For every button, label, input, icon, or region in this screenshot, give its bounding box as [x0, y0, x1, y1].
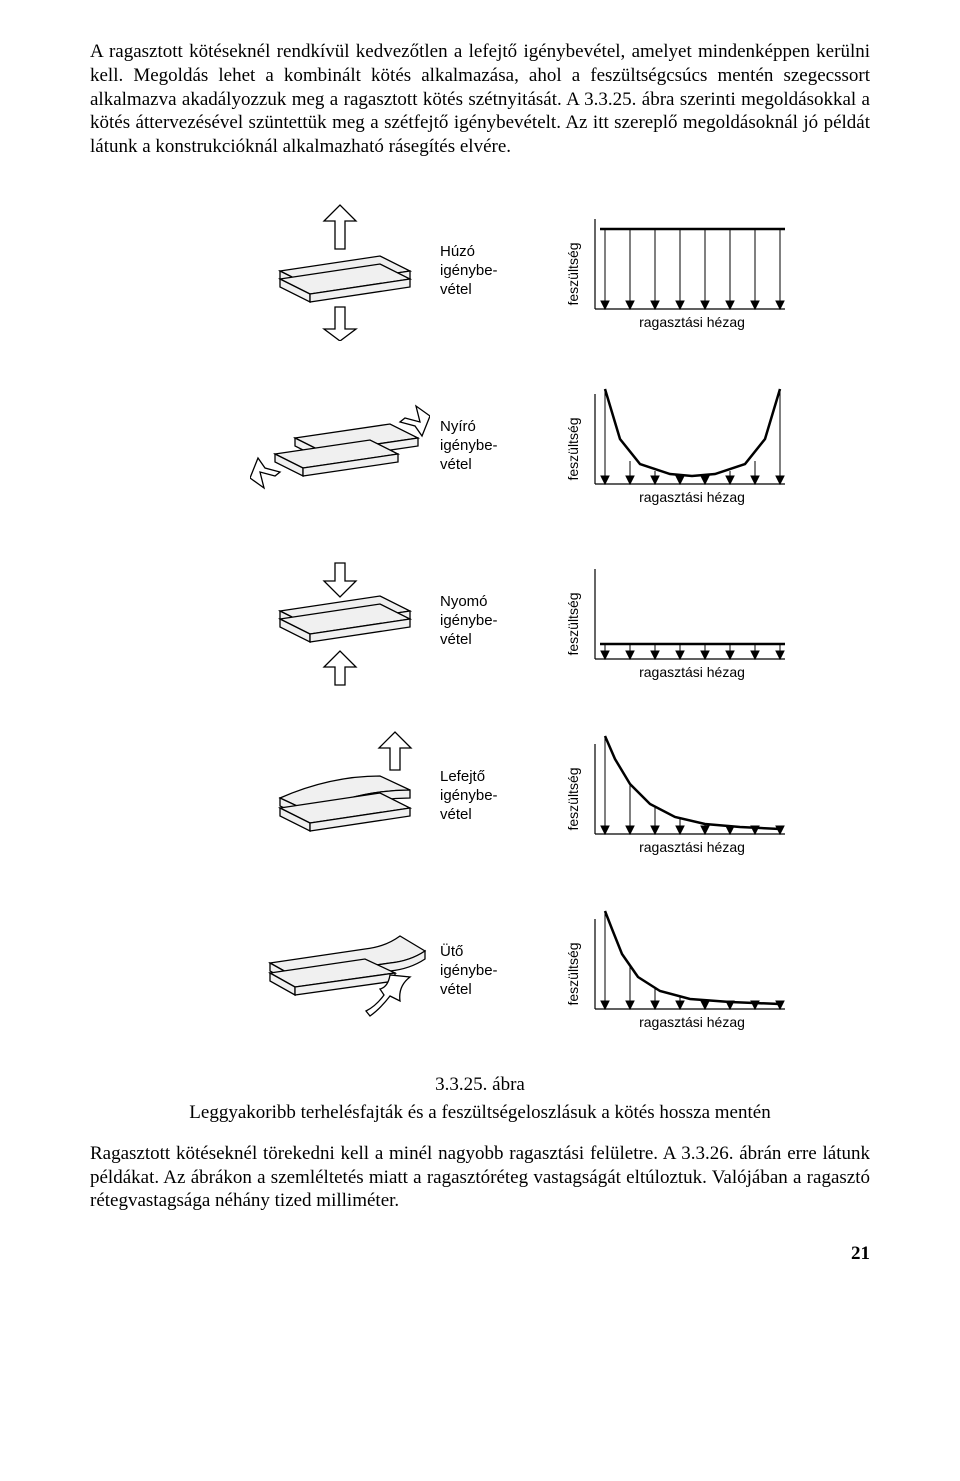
illus-nyiro: [250, 376, 430, 516]
label-lefejto-l3: vétel: [440, 806, 472, 823]
svg-text:ragasztási hézag: ragasztási hézag: [639, 489, 745, 505]
chart-nyiro: feszültség ragasztási hézag: [560, 374, 800, 519]
label-nyiro: Nyíró igénybe- vétel: [430, 418, 560, 474]
illus-nyomo: [250, 551, 430, 691]
row-nyomo: Nyomó igénybe- vétel feszültség: [250, 549, 810, 694]
label-huzo: Húzó igénybe- vétel: [430, 243, 560, 299]
label-nyomo-l3: vétel: [440, 631, 472, 648]
label-lefejto: Lefejtő igénybe- vétel: [430, 768, 560, 824]
label-lefejto-l1: Lefejtő: [440, 768, 485, 785]
svg-text:ragasztási hézag: ragasztási hézag: [639, 664, 745, 680]
paragraph-2: Ragasztott kötéseknél törekedni kell a m…: [90, 1142, 870, 1213]
svg-text:feszültség: feszültség: [565, 942, 581, 1005]
svg-text:feszültség: feszültség: [565, 417, 581, 480]
label-huzo-l3: vétel: [440, 281, 472, 298]
row-lefejto: Lefejtő igénybe- vétel feszültség: [250, 724, 810, 869]
paragraph-1: A ragasztott kötéseknél rendkívül kedvez…: [90, 40, 870, 159]
figure-3-3-25: Húzó igénybe- vétel feszültség: [250, 199, 810, 1044]
chart-huzo: feszültség ragasztási hézag: [560, 199, 800, 344]
svg-text:feszültség: feszültség: [565, 767, 581, 830]
svg-text:ragasztási hézag: ragasztási hézag: [639, 1014, 745, 1030]
chart-uto: feszültség ragasztási hézag: [560, 899, 800, 1044]
label-nyiro-l3: vétel: [440, 456, 472, 473]
label-uto: Ütő igénybe- vétel: [430, 943, 560, 999]
figure-caption: Leggyakoribb terhelésfajták és a feszült…: [90, 1102, 870, 1124]
illus-huzo: [250, 201, 430, 341]
row-huzo: Húzó igénybe- vétel feszültség: [250, 199, 810, 344]
label-uto-l1: Ütő: [440, 943, 463, 960]
label-nyomo: Nyomó igénybe- vétel: [430, 593, 560, 649]
label-lefejto-l2: igénybe-: [440, 787, 498, 804]
label-nyiro-l2: igénybe-: [440, 437, 498, 454]
label-nyomo-l1: Nyomó: [440, 593, 488, 610]
label-huzo-l1: Húzó: [440, 243, 475, 260]
chart-nyomo: feszültség ragasztási hézag: [560, 549, 800, 694]
illus-lefejto: [250, 726, 430, 866]
row-uto: Ütő igénybe- vétel feszültség: [250, 899, 810, 1044]
label-huzo-l2: igénybe-: [440, 262, 498, 279]
label-nyomo-l2: igénybe-: [440, 612, 498, 629]
svg-text:feszültség: feszültség: [565, 242, 581, 305]
svg-text:feszültség: feszültség: [565, 592, 581, 655]
chart-lefejto: feszültség ragasztási hézag: [560, 724, 800, 869]
label-uto-l3: vétel: [440, 981, 472, 998]
illus-uto: [250, 901, 430, 1041]
label-nyiro-l1: Nyíró: [440, 418, 476, 435]
page-number: 21: [90, 1243, 870, 1265]
svg-text:ragasztási hézag: ragasztási hézag: [639, 839, 745, 855]
figure-number: 3.3.25. ábra: [90, 1074, 870, 1096]
svg-text:ragasztási hézag: ragasztási hézag: [639, 314, 745, 330]
label-uto-l2: igénybe-: [440, 962, 498, 979]
row-nyiro: Nyíró igénybe- vétel feszültség: [250, 374, 810, 519]
